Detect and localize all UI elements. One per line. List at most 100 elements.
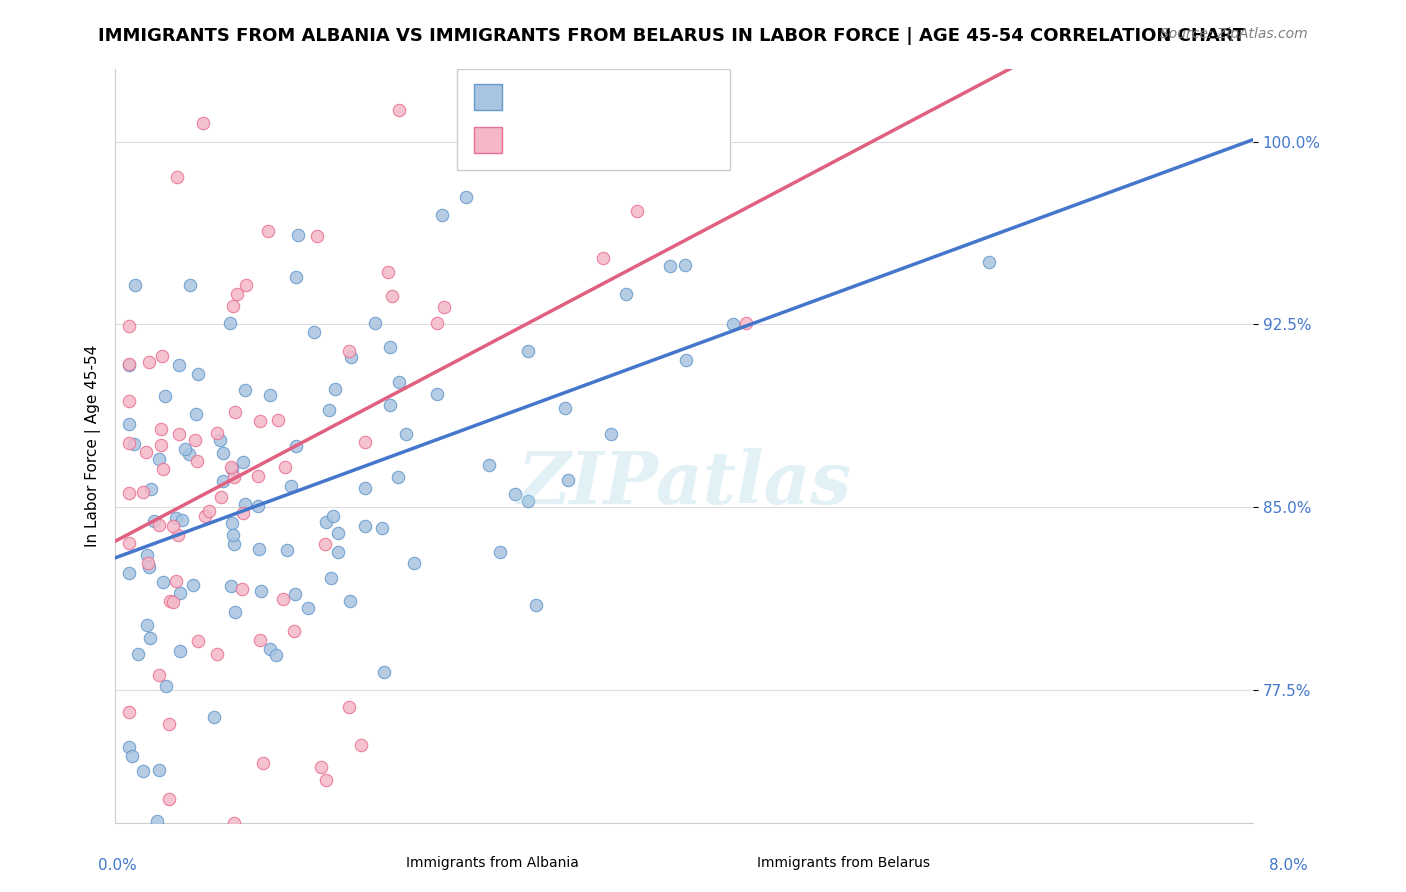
Immigrants from Albania — [172, 513, 194, 527]
Immigrants from Albania — [249, 583, 271, 598]
Immigrants from Belarus — [309, 760, 332, 774]
Text: 8.0%: 8.0% — [1268, 858, 1308, 872]
Immigrants from Belarus — [337, 699, 360, 714]
Immigrants from Albania — [557, 473, 579, 487]
Immigrants from Belarus — [159, 791, 181, 805]
Immigrants from Albania — [302, 326, 325, 340]
Immigrants from Albania — [169, 644, 191, 658]
Immigrants from Albania — [146, 814, 169, 828]
Text: N = 71: N = 71 — [633, 133, 700, 151]
Immigrants from Belarus — [165, 574, 187, 589]
Immigrants from Albania — [315, 515, 337, 529]
Immigrants from Belarus — [225, 287, 247, 301]
Immigrants from Belarus — [167, 427, 190, 442]
Immigrants from Belarus — [150, 350, 173, 364]
Immigrants from Albania — [118, 740, 141, 755]
Immigrants from Albania — [233, 383, 256, 397]
Immigrants from Albania — [675, 352, 697, 367]
Immigrants from Albania — [187, 368, 209, 382]
Immigrants from Albania — [219, 317, 242, 331]
Immigrants from Belarus — [207, 426, 229, 441]
Text: Immigrants from Albania: Immigrants from Albania — [406, 855, 578, 870]
Text: R = 0.423: R = 0.423 — [508, 95, 598, 113]
Immigrants from Albania — [167, 358, 190, 372]
Immigrants from Albania — [456, 189, 478, 203]
Immigrants from Belarus — [626, 203, 648, 218]
Immigrants from Albania — [364, 316, 387, 330]
Immigrants from Albania — [148, 452, 170, 467]
Immigrants from Belarus — [249, 414, 271, 428]
Immigrants from Belarus — [118, 318, 141, 333]
Bar — [474, 84, 502, 110]
Immigrants from Belarus — [273, 591, 295, 606]
Immigrants from Belarus — [353, 435, 375, 450]
Immigrants from Albania — [233, 497, 256, 511]
Immigrants from Belarus — [152, 462, 174, 476]
Immigrants from Albania — [232, 455, 254, 469]
Immigrants from Belarus — [256, 224, 278, 238]
Immigrants from Albania — [264, 648, 287, 662]
Immigrants from Albania — [284, 439, 307, 453]
Immigrants from Belarus — [224, 470, 246, 484]
Immigrants from Albania — [184, 407, 207, 421]
Immigrants from Belarus — [339, 344, 361, 359]
Immigrants from Belarus — [135, 445, 157, 459]
Immigrants from Albania — [222, 528, 245, 542]
Immigrants from Albania — [378, 398, 401, 412]
Immigrants from Albania — [554, 401, 576, 415]
Immigrants from Belarus — [224, 404, 246, 418]
Immigrants from Belarus — [118, 485, 141, 500]
Immigrants from Belarus — [305, 228, 328, 243]
Immigrants from Albania — [387, 470, 409, 484]
Immigrants from Albania — [127, 647, 149, 661]
Immigrants from Belarus — [166, 527, 188, 541]
Immigrants from Belarus — [381, 289, 404, 303]
Immigrants from Albania — [211, 446, 233, 460]
Immigrants from Belarus — [149, 438, 172, 452]
Immigrants from Belarus — [118, 705, 141, 719]
Immigrants from Albania — [287, 228, 309, 243]
Immigrants from Albania — [297, 600, 319, 615]
Immigrants from Albania — [179, 277, 201, 292]
Immigrants from Albania — [276, 542, 298, 557]
Immigrants from Albania — [402, 557, 425, 571]
Immigrants from Belarus — [148, 518, 170, 533]
Text: Immigrants from Belarus: Immigrants from Belarus — [756, 855, 931, 870]
Immigrants from Belarus — [426, 316, 449, 330]
Immigrants from Albania — [388, 375, 411, 389]
Immigrants from Belarus — [315, 772, 337, 787]
Immigrants from Belarus — [186, 454, 208, 468]
Immigrants from Belarus — [283, 624, 305, 638]
Immigrants from Albania — [209, 433, 232, 447]
Immigrants from Albania — [395, 426, 418, 441]
Immigrants from Belarus — [231, 582, 253, 597]
Immigrants from Albania — [118, 358, 141, 372]
Immigrants from Albania — [152, 575, 174, 590]
Immigrants from Albania — [516, 494, 538, 508]
Immigrants from Albania — [148, 764, 170, 778]
Immigrants from Albania — [380, 340, 402, 354]
Y-axis label: In Labor Force | Age 45-54: In Labor Force | Age 45-54 — [86, 345, 101, 547]
Immigrants from Belarus — [148, 668, 170, 682]
Immigrants from Belarus — [157, 717, 180, 731]
Immigrants from Belarus — [166, 170, 188, 185]
Immigrants from Albania — [202, 710, 225, 724]
Immigrants from Albania — [139, 482, 162, 496]
Immigrants from Albania — [503, 487, 526, 501]
Immigrants from Albania — [354, 518, 377, 533]
Text: IMMIGRANTS FROM ALBANIA VS IMMIGRANTS FROM BELARUS IN LABOR FORCE | AGE 45-54 CO: IMMIGRANTS FROM ALBANIA VS IMMIGRANTS FR… — [98, 27, 1246, 45]
Immigrants from Belarus — [205, 648, 228, 662]
Immigrants from Belarus — [592, 251, 614, 265]
Immigrants from Belarus — [232, 506, 254, 520]
Immigrants from Albania — [319, 571, 342, 585]
Immigrants from Belarus — [710, 86, 733, 100]
Immigrants from Albania — [524, 599, 547, 613]
Immigrants from Albania — [165, 511, 187, 525]
Immigrants from Albania — [285, 270, 308, 285]
Immigrants from Albania — [430, 208, 453, 222]
Immigrants from Albania — [139, 631, 162, 645]
Immigrants from Belarus — [541, 86, 564, 100]
Immigrants from Albania — [221, 516, 243, 531]
Immigrants from Albania — [169, 586, 191, 600]
Immigrants from Belarus — [735, 316, 758, 330]
